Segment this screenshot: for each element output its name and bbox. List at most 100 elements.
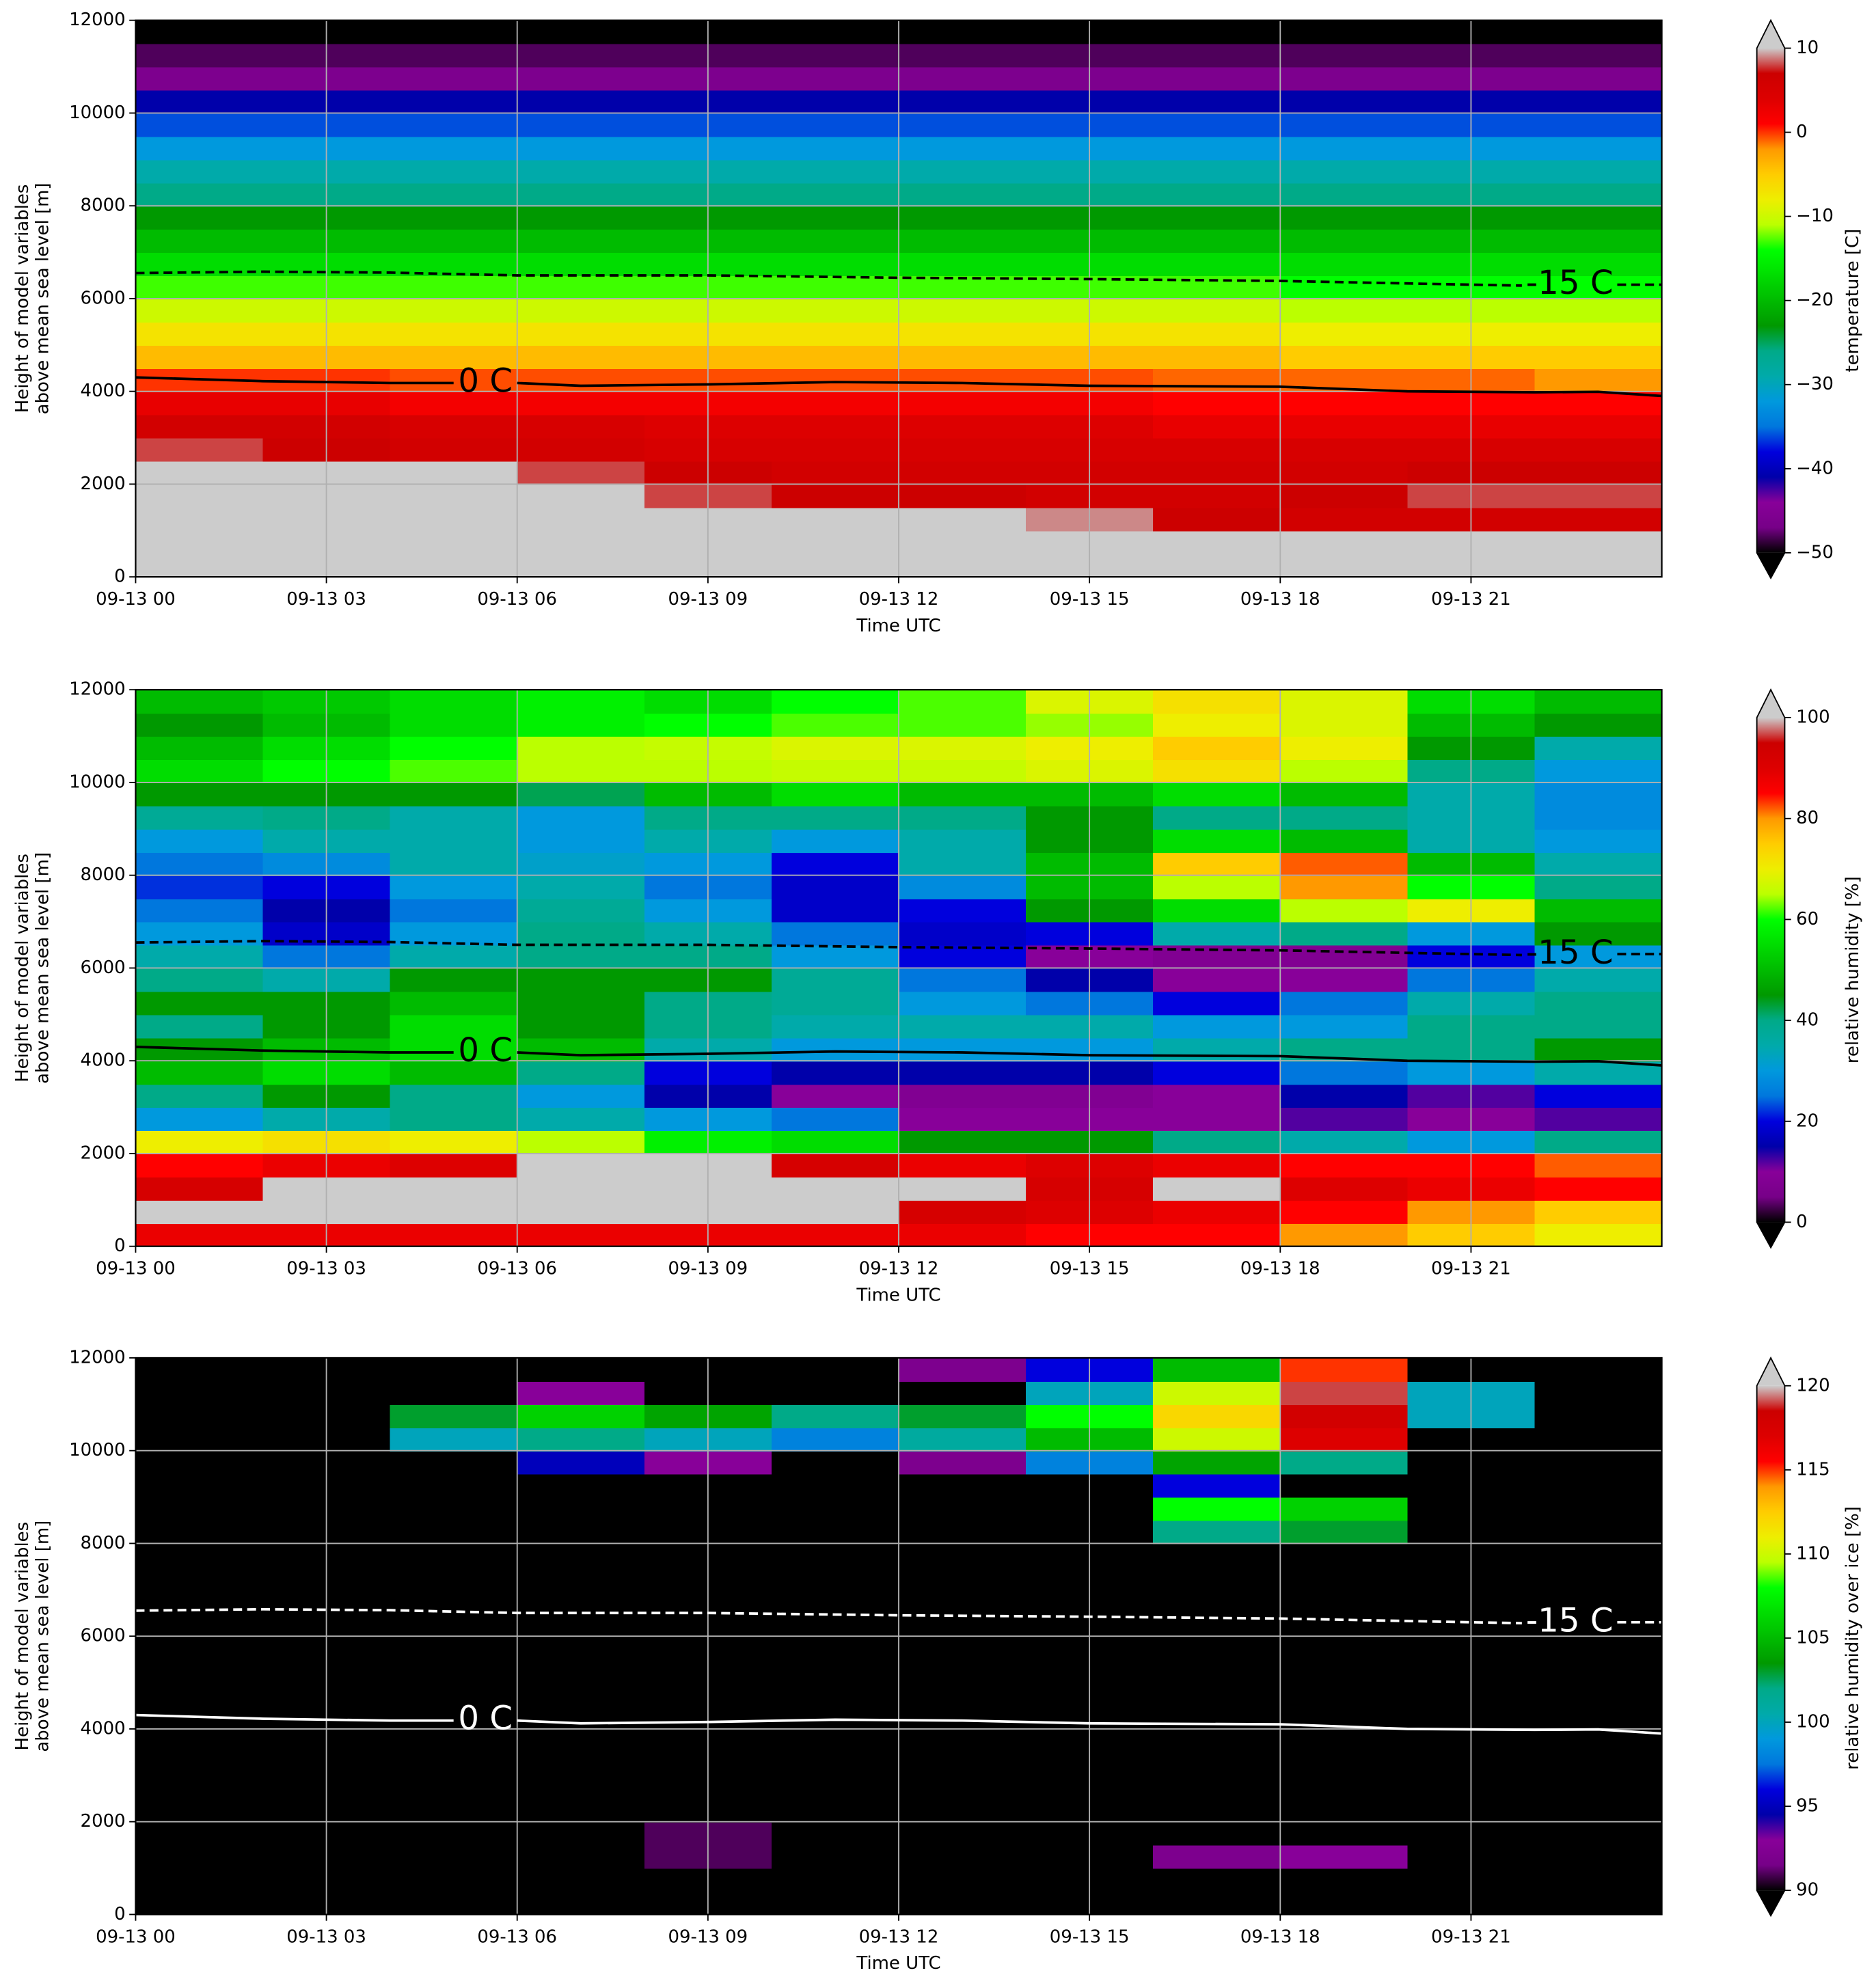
heatmap-cell bbox=[899, 554, 1027, 577]
heatmap-cell bbox=[135, 875, 264, 899]
heatmap-cell bbox=[771, 921, 900, 946]
colorbar: −50 −40 −30 −20 −10 0 10 temperature [C] bbox=[1756, 18, 1863, 580]
heatmap-cell bbox=[1280, 944, 1409, 969]
heatmap-cell bbox=[899, 484, 1027, 508]
heatmap-cell bbox=[390, 1520, 518, 1544]
heatmap-cell bbox=[1534, 1450, 1662, 1475]
colorbar-tick-label: −30 bbox=[1796, 374, 1834, 394]
heatmap-cell bbox=[517, 1752, 645, 1776]
heatmap-cell bbox=[135, 229, 264, 254]
heatmap-cell bbox=[899, 1176, 1027, 1201]
heatmap-cell bbox=[1153, 1659, 1281, 1684]
heatmap-cell bbox=[899, 90, 1027, 114]
heatmap-cell bbox=[390, 414, 518, 439]
heatmap-cell bbox=[1534, 736, 1662, 761]
heatmap-cell bbox=[135, 1130, 264, 1155]
heatmap-cell bbox=[899, 507, 1027, 532]
heatmap-cell bbox=[899, 1752, 1027, 1776]
heatmap-cell bbox=[771, 1357, 900, 1382]
x-tick-label: 09-13 00 bbox=[96, 589, 176, 610]
heatmap-cell bbox=[1153, 1590, 1281, 1614]
heatmap-cell bbox=[517, 414, 645, 439]
colorbar-extend-top bbox=[1756, 1357, 1785, 1386]
heatmap-cell bbox=[771, 414, 900, 439]
colorbar-tick-label: 120 bbox=[1796, 1375, 1830, 1395]
heatmap-cell bbox=[771, 252, 900, 277]
heatmap-cell bbox=[517, 1404, 645, 1428]
heatmap-cell bbox=[1534, 690, 1662, 714]
colorbar-extend-bottom bbox=[1756, 1890, 1785, 1916]
heatmap-cell bbox=[390, 944, 518, 969]
heatmap-cell bbox=[771, 1061, 900, 1085]
heatmap-cell bbox=[390, 344, 518, 369]
heatmap-cell bbox=[1280, 1775, 1409, 1799]
x-tick-label: 09-13 12 bbox=[859, 589, 939, 610]
heatmap-cell bbox=[1153, 828, 1281, 853]
heatmap-cell bbox=[771, 898, 900, 923]
heatmap-cell bbox=[771, 1037, 900, 1062]
heatmap-cell bbox=[135, 1891, 264, 1915]
heatmap-cell bbox=[1280, 206, 1409, 230]
heatmap-cell bbox=[771, 206, 900, 230]
x-tick-label: 09-13 09 bbox=[668, 589, 748, 610]
heatmap-cell bbox=[899, 368, 1027, 392]
y-tick-label: 8000 bbox=[81, 864, 126, 885]
heatmap-cell bbox=[1153, 1566, 1281, 1591]
heatmap-cell bbox=[1534, 1176, 1662, 1201]
heatmap-cell bbox=[899, 437, 1027, 462]
heatmap-cell bbox=[517, 1153, 645, 1177]
heatmap-cell bbox=[1534, 1683, 1662, 1707]
heatmap-cell bbox=[1153, 713, 1281, 737]
heatmap-cell bbox=[390, 1728, 518, 1753]
heatmap-cell bbox=[1280, 1798, 1409, 1823]
heatmap-cell bbox=[771, 1223, 900, 1247]
heatmap-cell bbox=[517, 321, 645, 346]
heatmap-cell bbox=[390, 1543, 518, 1568]
heatmap-cell bbox=[899, 1520, 1027, 1544]
heatmap-cell bbox=[517, 1636, 645, 1661]
heatmap-cell bbox=[1280, 1520, 1409, 1544]
heatmap-cell bbox=[517, 1130, 645, 1155]
colorbar-label: relative humidity [%] bbox=[1843, 876, 1863, 1063]
heatmap-cell bbox=[517, 182, 645, 207]
colorbar-tick-label: 20 bbox=[1796, 1111, 1819, 1131]
heatmap-cell bbox=[899, 1775, 1027, 1799]
heatmap-cell bbox=[1280, 1427, 1409, 1452]
heatmap-cell bbox=[1153, 1497, 1281, 1521]
heatmap-cell bbox=[1280, 1130, 1409, 1155]
heatmap-cell bbox=[1534, 1037, 1662, 1062]
colorbar-tick-label: −10 bbox=[1796, 206, 1834, 226]
heatmap-cell bbox=[771, 1014, 900, 1039]
heatmap-cell bbox=[1534, 713, 1662, 737]
heatmap-cell bbox=[1153, 1775, 1281, 1799]
heatmap-cell bbox=[1534, 1636, 1662, 1661]
heatmap-cell bbox=[1153, 1821, 1281, 1846]
heatmap-cell bbox=[1280, 344, 1409, 369]
heatmap-cell bbox=[135, 507, 264, 532]
heatmap-cell bbox=[1280, 507, 1409, 532]
contour-line bbox=[135, 1607, 1662, 1625]
heatmap-cell bbox=[517, 1705, 645, 1730]
contour-label: -15 C bbox=[1526, 1601, 1614, 1639]
heatmap-cell bbox=[517, 736, 645, 761]
heatmap-cell bbox=[1534, 968, 1662, 992]
heatmap-cell bbox=[1534, 20, 1662, 44]
heatmap-cell bbox=[135, 484, 264, 508]
colorbar-tick-label: 95 bbox=[1796, 1796, 1819, 1816]
heatmap-cell bbox=[517, 828, 645, 853]
heatmap-cell bbox=[1280, 20, 1409, 44]
heatmap-cell bbox=[771, 530, 900, 555]
heatmap-cell bbox=[1534, 805, 1662, 830]
heatmap-cell bbox=[517, 690, 645, 714]
heatmap-cell bbox=[1280, 1728, 1409, 1753]
heatmap-cell bbox=[1153, 206, 1281, 230]
heatmap-cell bbox=[1153, 1543, 1281, 1568]
heatmap-cell bbox=[1280, 229, 1409, 254]
heatmap-cell bbox=[517, 437, 645, 462]
heatmap-cell bbox=[1280, 159, 1409, 184]
heatmap-cell bbox=[390, 90, 518, 114]
heatmap-cell bbox=[1153, 113, 1281, 137]
heatmap-cell bbox=[1534, 437, 1662, 462]
heatmap-cell bbox=[771, 852, 900, 876]
heatmap-cell bbox=[390, 1705, 518, 1730]
